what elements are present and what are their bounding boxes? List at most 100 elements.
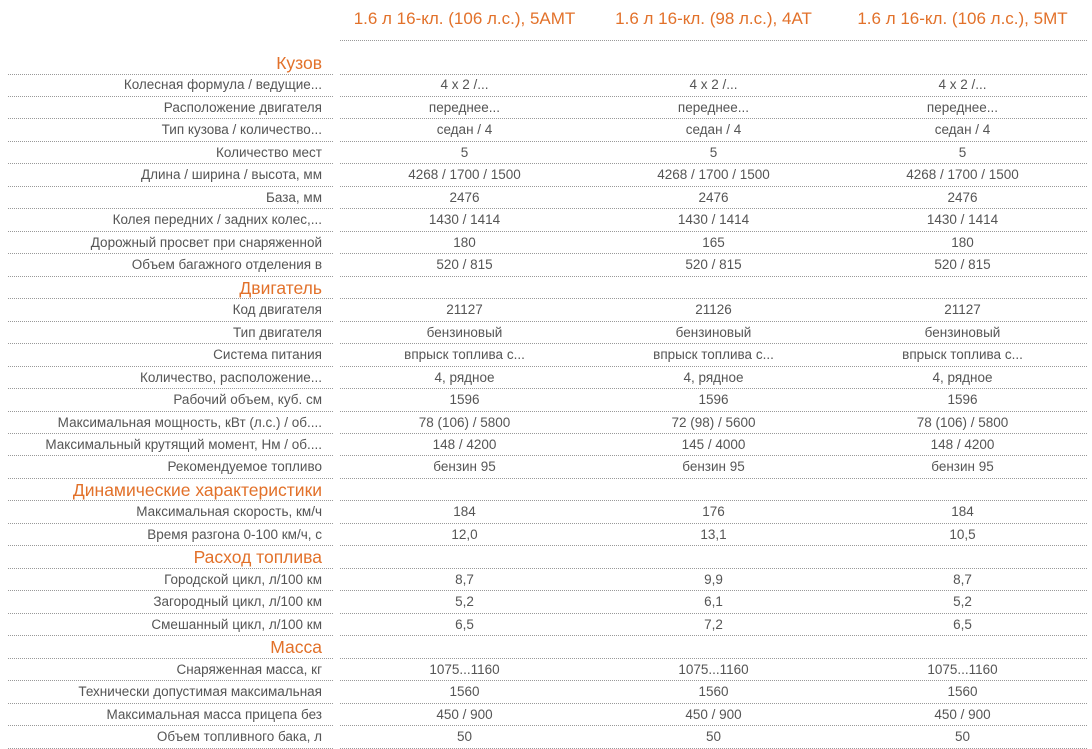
spec-values: 1430 / 1414 1430 / 1414 1430 / 1414 <box>340 209 1087 232</box>
table-row: Снаряженная масса, кг 1075...1160 1075...1… <box>0 659 1092 682</box>
spec-value: 21127 <box>446 302 483 318</box>
table-row: Смешанный цикл, л/100 км 6,5 7,2 6,5 <box>0 614 1092 637</box>
spec-value: бензиновый <box>924 324 1001 340</box>
spec-value: 8,7 <box>953 571 972 587</box>
spec-value: 4 x 2 /... <box>938 77 987 93</box>
spec-values: бензиновый бензиновый бензиновый <box>340 322 1087 345</box>
spec-label: Максимальная масса прицепа без <box>8 704 333 727</box>
spec-value: 5 <box>460 144 469 160</box>
section-title: Двигатель <box>8 277 333 300</box>
spec-value: седан / 4 <box>934 122 991 138</box>
spec-value: 148 / 4200 <box>930 436 995 452</box>
table-row: Максимальная масса прицепа без 450 / 900 4… <box>0 704 1092 727</box>
spec-label: Рекомендуемое топливо <box>8 456 333 479</box>
spec-values: 50 50 50 <box>340 726 1087 749</box>
spec-value: 1075...1160 <box>927 661 998 677</box>
section-title: Масса <box>8 636 333 659</box>
spec-value: 450 / 900 <box>685 706 742 722</box>
spec-value: 4268 / 1700 / 1500 <box>408 167 521 183</box>
spec-label: Объем багажного отделения в <box>8 254 333 277</box>
column-header-1: 1.6 л 16-кл. (106 л.с.), 5АМТ <box>353 9 576 28</box>
spec-values: 12,0 13,1 10,5 <box>340 524 1087 547</box>
spec-table: Кузов Колесная формула / ведущие... 4 x 2 … <box>0 52 1092 749</box>
spec-values: 21127 21126 21127 <box>340 299 1087 322</box>
spec-value: 180 <box>453 234 476 250</box>
table-row: Колесная формула / ведущие... 4 x 2 /... 4… <box>0 74 1092 97</box>
spec-value: 184 <box>951 504 974 520</box>
spec-value: 165 <box>702 234 725 250</box>
spec-values: 1596 1596 1596 <box>340 389 1087 412</box>
spec-value: 184 <box>453 504 476 520</box>
spec-value: бензин 95 <box>682 459 745 475</box>
spec-value: 2476 <box>449 189 480 205</box>
column-header-3: 1.6 л 16-кл. (106 л.с.), 5МТ <box>857 9 1068 28</box>
spec-value: 1560 <box>698 684 729 700</box>
section-value-divider <box>340 479 1087 502</box>
spec-value: переднее... <box>926 99 999 115</box>
spec-value: 450 / 900 <box>934 706 991 722</box>
table-row: Количество, расположение... 4, рядное 4, р… <box>0 367 1092 390</box>
spec-value: 4, рядное <box>932 369 993 385</box>
spec-value: 2476 <box>698 189 729 205</box>
spec-value: 1596 <box>947 392 978 408</box>
spec-values: 2476 2476 2476 <box>340 187 1087 210</box>
spec-value: 6,1 <box>704 594 723 610</box>
spec-label: Тип двигателя <box>8 322 333 345</box>
spec-values: 6,5 7,2 6,5 <box>340 614 1087 637</box>
spec-value: 12,0 <box>451 526 478 542</box>
spec-label: Код двигателя <box>8 299 333 322</box>
spec-value: 5,2 <box>953 594 972 610</box>
section-header-row: Динамические характеристики <box>0 479 1092 502</box>
spec-values: переднее... переднее... переднее... <box>340 97 1087 120</box>
spec-value: 21126 <box>695 302 732 318</box>
spec-values: 8,7 9,9 8,7 <box>340 569 1087 592</box>
table-row: Максимальная скорость, км/ч 184 176 184 <box>0 501 1092 524</box>
spec-value: 5 <box>709 144 718 160</box>
table-row: Максимальный крутящий момент, Нм / об...… <box>0 434 1092 457</box>
spec-value: 520 / 815 <box>436 257 493 273</box>
spec-value: 145 / 4000 <box>681 436 746 452</box>
spec-values: впрыск топлива с... впрыск топлива с... вп… <box>340 344 1087 367</box>
table-row: Длина / ширина / высота, мм 4268 / 1700 /… <box>0 164 1092 187</box>
spec-values: 450 / 900 450 / 900 450 / 900 <box>340 704 1087 727</box>
table-row: Городской цикл, л/100 км 8,7 9,9 8,7 <box>0 569 1092 592</box>
spec-value: бензиновый <box>426 324 503 340</box>
table-row: Дорожный просвет при снаряженной 180 165 18… <box>0 232 1092 255</box>
spec-value: 520 / 815 <box>685 257 742 273</box>
spec-label: Объем топливного бака, л <box>8 726 333 749</box>
spec-value: впрыск топлива с... <box>902 347 1023 363</box>
section-header-row: Двигатель <box>0 277 1092 300</box>
spec-label: Загородный цикл, л/100 км <box>8 591 333 614</box>
table-row: Расположение двигателя переднее... передне… <box>0 97 1092 120</box>
spec-value: 50 <box>705 729 722 745</box>
spec-values: 1075...1160 1075...1160 1075...1160 <box>340 659 1087 682</box>
spec-value: 78 (106) / 5800 <box>916 414 1009 430</box>
spec-values: 180 165 180 <box>340 232 1087 255</box>
spec-value: 4, рядное <box>434 369 495 385</box>
spec-label: Количество мест <box>8 142 333 165</box>
spec-value: 4 x 2 /... <box>440 77 489 93</box>
spec-value: 1430 / 1414 <box>677 212 750 228</box>
spec-values: бензин 95 бензин 95 бензин 95 <box>340 456 1087 479</box>
spec-value: 6,5 <box>455 616 474 632</box>
spec-value: 6,5 <box>953 616 972 632</box>
spec-label: Максимальная скорость, км/ч <box>8 501 333 524</box>
spec-label: Количество, расположение... <box>8 367 333 390</box>
spec-value: 1560 <box>449 684 480 700</box>
section-value-divider <box>340 277 1087 300</box>
spec-value: 10,5 <box>949 526 976 542</box>
spec-values: 520 / 815 520 / 815 520 / 815 <box>340 254 1087 277</box>
spec-value: 4 x 2 /... <box>689 77 738 93</box>
spec-label: Технически допустимая максимальная <box>8 681 333 704</box>
spec-value: 72 (98) / 5600 <box>671 414 756 430</box>
spec-value: 4268 / 1700 / 1500 <box>906 167 1019 183</box>
spec-value: 4, рядное <box>683 369 744 385</box>
section-title: Динамические характеристики <box>8 479 333 502</box>
spec-value: бензин 95 <box>433 459 496 475</box>
spec-label: Длина / ширина / высота, мм <box>8 164 333 187</box>
section-header-row: Кузов <box>0 52 1092 75</box>
spec-value: 520 / 815 <box>934 257 991 273</box>
spec-value: 176 <box>702 504 725 520</box>
spec-label: Рабочий объем, куб. см <box>8 389 333 412</box>
spec-value: 7,2 <box>704 616 723 632</box>
